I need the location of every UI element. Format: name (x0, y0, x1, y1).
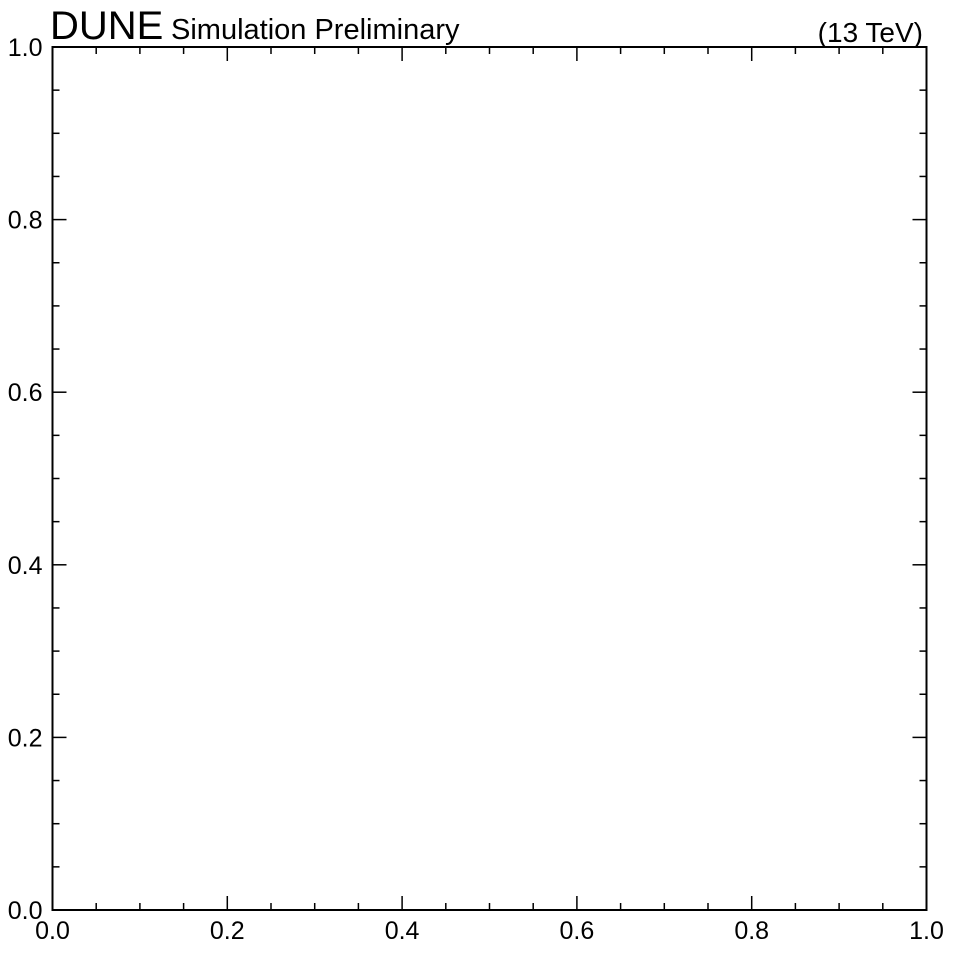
axis-ticks (51, 46, 928, 911)
y-tick-label: 0.2 (8, 724, 43, 752)
x-tick-label: 0.4 (385, 917, 420, 945)
y-tick-label: 0.8 (8, 207, 43, 235)
energy-label: (13 TeV) (818, 17, 923, 48)
plot-frame (51, 46, 928, 911)
y-tick-label: 1.0 (8, 34, 43, 62)
x-tick-label: 0.8 (734, 917, 769, 945)
y-tick-label: 0.0 (8, 897, 43, 925)
x-tick-label: 1.0 (909, 917, 944, 945)
x-tick-label: 0.0 (35, 917, 70, 945)
status-tagline: Simulation Preliminary (171, 14, 460, 46)
x-tick-label: 0.6 (560, 917, 595, 945)
x-tick-label: 0.2 (210, 917, 245, 945)
experiment-label: DUNE (50, 4, 163, 48)
x-axis-tick-labels: 0.0 0.2 0.4 0.6 0.8 1.0 (35, 917, 944, 945)
y-axis-tick-labels: 0.0 0.2 0.4 0.6 0.8 1.0 (8, 34, 43, 925)
y-tick-label: 0.6 (8, 379, 43, 407)
y-tick-label: 0.4 (8, 552, 43, 580)
